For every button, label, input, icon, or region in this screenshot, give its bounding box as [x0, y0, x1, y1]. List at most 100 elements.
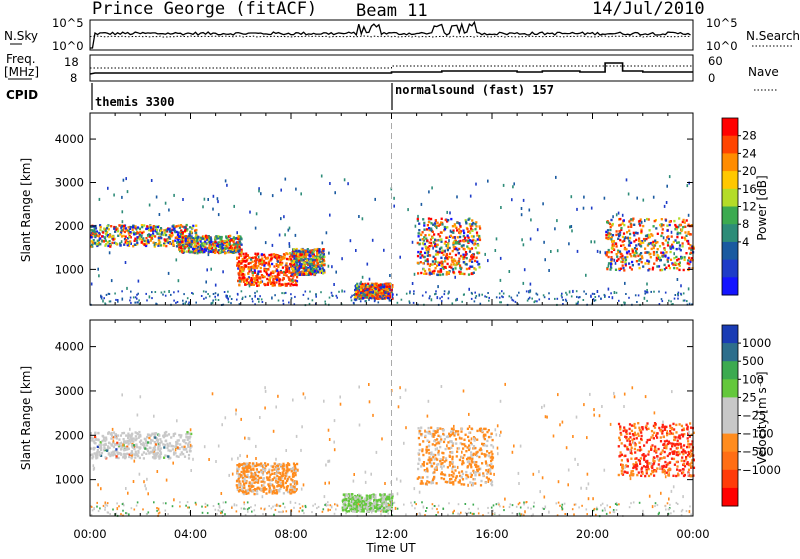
velocity-cell	[108, 442, 110, 444]
power-speckle	[159, 213, 161, 216]
power-ground-scatter	[114, 293, 116, 295]
power-ground-scatter	[537, 294, 539, 296]
power-cell	[640, 252, 642, 254]
power-cell	[300, 263, 302, 265]
power-speckle	[615, 262, 617, 265]
power-cell	[279, 259, 281, 261]
power-cell	[624, 256, 626, 258]
power-cell	[457, 236, 459, 238]
velocity-cell	[145, 438, 147, 440]
velocity-cell	[98, 453, 100, 455]
power-cell	[247, 273, 249, 275]
power-cell	[474, 260, 476, 262]
velocity-cell	[90, 447, 92, 449]
power-cell	[208, 247, 210, 249]
velocity-cell	[265, 492, 267, 494]
velocity-cell	[262, 468, 264, 470]
power-ground-scatter	[106, 294, 108, 296]
velocity-cell	[271, 469, 273, 471]
velocity-cell	[246, 468, 248, 470]
velocity-cell	[124, 457, 126, 459]
power-cell	[438, 264, 440, 266]
power-cell	[474, 228, 476, 230]
velocity-cell	[121, 432, 123, 434]
power-cell	[180, 224, 182, 226]
power-cell	[110, 225, 112, 227]
power-cell	[201, 242, 203, 244]
power-ground-scatter	[425, 291, 427, 293]
power-cell	[687, 262, 689, 264]
power-speckle	[362, 217, 364, 220]
power-speckle	[285, 178, 287, 181]
power-cell	[620, 224, 622, 226]
power-cell	[633, 224, 635, 226]
velocity-cell	[111, 435, 113, 437]
velocity-cell	[464, 445, 466, 447]
frequency-tick-high: 18	[64, 55, 79, 69]
power-ground-scatter	[448, 297, 450, 299]
power-cell	[637, 255, 639, 257]
power-cell	[260, 270, 262, 272]
velocity-cell	[157, 448, 159, 450]
power-speckle	[204, 198, 206, 201]
power-ground-scatter	[353, 294, 355, 296]
velocity-cell	[159, 438, 161, 440]
power-cell	[259, 277, 261, 279]
velocity-cell	[179, 443, 181, 445]
velocity-cell	[109, 447, 111, 449]
velocity-cell	[247, 474, 249, 476]
power-cell	[644, 252, 646, 254]
power-cell	[423, 224, 425, 226]
velocity-cell	[294, 489, 296, 491]
power-cell	[146, 225, 148, 227]
power-cell	[379, 295, 381, 297]
power-cell	[181, 250, 183, 252]
power-cell	[210, 251, 212, 253]
power-cell	[672, 246, 674, 248]
power-cell	[475, 240, 477, 242]
noise-search-label: N.Search	[746, 29, 800, 43]
velocity-cell	[291, 470, 293, 472]
power-ground-scatter	[320, 291, 322, 293]
velocity-cell	[163, 446, 165, 448]
power-cell	[200, 251, 202, 253]
colorbar-swatch	[722, 242, 738, 260]
power-cell	[243, 253, 245, 255]
velocity-cell	[352, 496, 354, 498]
power-speckle	[341, 290, 343, 293]
power-cell	[618, 235, 620, 237]
velocity-cell	[154, 446, 156, 448]
power-speckle	[417, 215, 419, 218]
power-cell	[388, 293, 390, 295]
power-ground-scatter	[254, 292, 256, 294]
power-cell	[662, 243, 664, 245]
velocity-cell	[114, 443, 116, 445]
power-cell	[322, 267, 324, 269]
power-cell	[620, 245, 622, 247]
power-ground-scatter	[262, 301, 264, 303]
power-cell	[687, 233, 689, 235]
power-speckle	[636, 197, 638, 200]
velocity-cell	[293, 491, 295, 493]
power-cell	[250, 262, 252, 264]
velocity-cell	[154, 436, 156, 438]
velocity-cell	[148, 437, 150, 439]
power-speckle	[569, 290, 571, 293]
power-ground-scatter	[565, 292, 567, 294]
power-ground-scatter	[218, 299, 220, 301]
power-cell	[422, 262, 424, 264]
power-cell	[134, 238, 136, 240]
power-ground-scatter	[638, 294, 640, 296]
velocity-cell	[120, 445, 122, 447]
power-ground-scatter	[624, 302, 626, 304]
power-speckle	[299, 261, 301, 264]
power-cell	[321, 265, 323, 267]
power-speckle	[608, 262, 610, 265]
velocity-cell	[267, 463, 269, 465]
velocity-cell	[242, 491, 244, 493]
power-cell	[428, 217, 430, 219]
power-ground-scatter	[515, 301, 517, 303]
power-ground-scatter	[155, 291, 157, 293]
power-cell	[311, 252, 313, 254]
power-cell	[275, 281, 277, 283]
